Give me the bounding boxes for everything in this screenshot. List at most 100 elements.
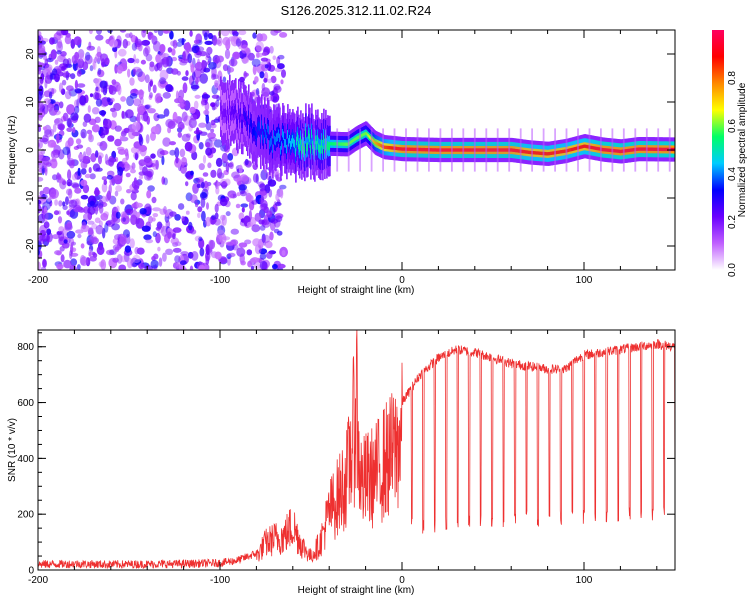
spectrogram-noise-cell [255, 51, 260, 59]
spectrogram-track-cell [603, 148, 605, 152]
spectrogram-track-cell [639, 147, 641, 151]
spectrogram-noise-cell [210, 119, 216, 126]
spectrogram-track-cell [628, 148, 630, 153]
spectrogram-track-cell [399, 147, 401, 151]
spectrogram-track-cell [230, 111, 232, 120]
spectrogram-track-cell [261, 120, 263, 129]
spectrogram-noise-cell [184, 141, 193, 152]
spectrogram-noise-cell [272, 263, 278, 270]
spectrogram-noise-cell [82, 121, 88, 127]
spectrogram-track-cell [240, 108, 242, 117]
spectrogram-track-cell [307, 142, 309, 151]
spectrogram-track-cell [233, 109, 235, 118]
spectrogram-track-cell [515, 148, 517, 153]
spectrogram-noise-cell [100, 213, 109, 221]
spectrogram-noise-cell [79, 52, 85, 61]
spectrogram-noise-cell [205, 255, 210, 266]
spectrogram-noise-cell [181, 37, 185, 46]
spectrogram-track-cell [258, 121, 260, 130]
spectrogram-noise-cell [153, 112, 160, 122]
spectrogram-noise-cell [127, 57, 135, 64]
spectrogram-noise-cell [38, 139, 43, 150]
spectrogram-track-cell [338, 142, 340, 146]
spectrogram-track-cell [409, 147, 411, 151]
spectrogram-track-cell [578, 146, 580, 150]
spectrogram-track-cell [353, 138, 355, 142]
spectrogram-noise-cell [177, 203, 185, 210]
spectrogram-noise-cell [125, 33, 131, 38]
spectrogram-track-cell [266, 134, 268, 144]
spectrogram-noise-cell [269, 231, 274, 241]
spectrogram-noise-cell [62, 112, 69, 122]
figure-title: S126.2025.312.11.02.R24 [281, 3, 432, 18]
spectrogram-noise-cell [251, 199, 258, 205]
spectrogram-noise-cell [203, 180, 209, 189]
spectrogram-noise-cell [244, 158, 249, 166]
spectrogram-noise-cell [121, 157, 128, 165]
spectrogram-track-cell [340, 142, 342, 146]
spectrogram-track-cell [506, 148, 508, 152]
spectrogram-noise-cell [198, 264, 205, 270]
spectrogram-track-cell [492, 148, 494, 152]
spectrogram-noise-cell [146, 190, 152, 199]
spectrogram-track-cell [664, 147, 666, 152]
spectrogram-track-cell [501, 148, 503, 152]
spectrogram-noise-cell [99, 110, 107, 116]
spectrogram-noise-cell [255, 88, 260, 96]
spectrogram-track-cell [607, 148, 609, 152]
spectrogram-noise-cell [172, 39, 178, 49]
spectrogram-noise-cell [252, 238, 261, 247]
spectrogram-noise-cell [38, 199, 42, 205]
spectrogram-noise-cell [62, 70, 69, 76]
spectrogram-track-cell [472, 148, 474, 152]
spectrogram-noise-cell [247, 52, 255, 61]
spectrogram-noise-cell [65, 196, 69, 206]
spectrogram-noise-cell [273, 30, 282, 34]
spectrogram-noise-cell [169, 211, 177, 217]
spectrogram-track-cell [648, 147, 650, 151]
spectrogram-noise-cell [38, 101, 45, 111]
spectrogram-noise-cell [198, 236, 203, 242]
spectrogram-noise-cell [83, 212, 92, 221]
spectrogram-track-cell [553, 151, 555, 155]
spectrogram-track-cell [424, 147, 426, 152]
spectrogram-track-cell [248, 110, 250, 119]
spectrogram-noise-cell [267, 179, 277, 187]
spectrogram-track-cell [415, 147, 417, 152]
spectrogram-noise-cell [68, 199, 75, 204]
spectrogram-noise-cell [56, 133, 60, 144]
spectrogram-noise-cell [217, 36, 223, 47]
spectrogram-noise-cell [148, 81, 151, 93]
spectrogram-noise-cell [83, 113, 92, 123]
spectrogram-noise-cell [281, 69, 286, 78]
spectrogram-noise-cell [180, 251, 189, 256]
spectrogram-track-cell [530, 150, 532, 155]
spectrogram-noise-cell [171, 68, 179, 75]
spectrogram-noise-cell [154, 64, 159, 72]
spectrogram-noise-cell [204, 40, 213, 46]
spectrogram-track-cell [574, 147, 576, 151]
spectrogram-track-cell [610, 148, 612, 153]
spectrogram-track-cell [654, 147, 656, 151]
spectrogram-noise-cell [176, 262, 180, 269]
spectrogram-track-cell [309, 133, 311, 143]
spectrogram-noise-cell [275, 193, 280, 202]
spectrogram-noise-cell [131, 42, 137, 51]
spectrogram-noise-cell [230, 228, 239, 235]
spectrogram-noise-cell [95, 52, 102, 63]
spectrogram-noise-cell [259, 183, 266, 192]
spectrogram-noise-cell [132, 254, 141, 264]
spectrogram-track-cell [434, 148, 436, 152]
spectrogram-track-cell [484, 148, 486, 152]
spectrogram-track-cell [411, 147, 413, 151]
spectrogram-track-cell [239, 114, 241, 123]
spectrogram-noise-cell [86, 220, 95, 225]
spectrogram-noise-cell [201, 59, 205, 70]
spectrogram-noise-cell [112, 257, 119, 263]
spectrogram-track-cell [235, 104, 237, 113]
spectrogram-noise-cell [119, 135, 124, 141]
spectrogram-noise-cell [87, 206, 96, 215]
spectrogram-track-cell [640, 147, 642, 151]
spectrogram-noise-cell [80, 256, 88, 267]
spectrogram-track-cell [331, 142, 333, 146]
